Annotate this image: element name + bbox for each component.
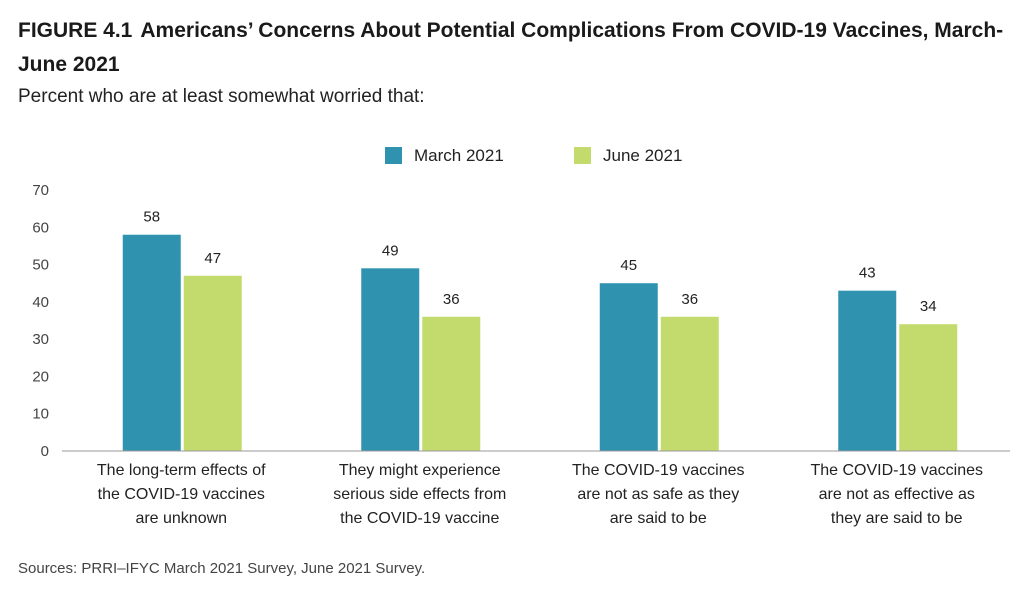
bar-march — [599, 283, 658, 451]
figure-number: FIGURE 4.1 — [18, 19, 133, 42]
data-label: 58 — [143, 209, 160, 226]
source-note: Sources: PRRI–IFYC March 2021 Survey, Ju… — [18, 560, 426, 577]
x-category-label: serious side effects from — [333, 486, 506, 503]
bar-june — [660, 316, 719, 451]
data-label: 45 — [620, 257, 637, 274]
y-tick-label: 50 — [32, 257, 49, 274]
x-category-label: the COVID-19 vaccine — [340, 510, 499, 527]
figure-title-text: Americans’ Concerns About Potential Comp… — [18, 19, 1004, 76]
x-category-label: are unknown — [135, 510, 227, 527]
y-tick-label: 20 — [32, 368, 49, 385]
chart-subtitle: Percent who are at least somewhat worrie… — [18, 86, 425, 107]
legend-label-1: March 2021 — [414, 146, 504, 165]
data-label: 36 — [443, 291, 460, 308]
x-category-label: are said to be — [610, 510, 707, 527]
data-label: 47 — [204, 250, 221, 267]
y-tick-label: 60 — [32, 219, 49, 236]
legend-swatch-1 — [385, 147, 402, 164]
bar-chart: March 2021 June 2021 0 10 20 30 40 50 60 70 58 47 Th… — [32, 146, 1010, 527]
figure-title: FIGURE 4.1 Americans’ Concerns About Pote… — [18, 14, 1008, 82]
x-category-label: The COVID-19 vaccines — [810, 462, 983, 479]
data-label: 34 — [920, 298, 937, 315]
y-tick-label: 40 — [32, 294, 49, 311]
x-category-label: The COVID-19 vaccines — [572, 462, 745, 479]
legend-swatch-2 — [574, 147, 591, 164]
y-tick-label: 30 — [32, 331, 49, 348]
x-category-label: they are said to be — [831, 510, 963, 527]
bar-march — [122, 234, 181, 451]
bar-june — [183, 275, 242, 451]
x-category-label: the COVID-19 vaccines — [98, 486, 265, 503]
legend-label-2: June 2021 — [603, 146, 682, 165]
x-category-label: The long-term effects of — [97, 462, 266, 479]
data-label: 49 — [382, 242, 399, 259]
x-category-label: They might experience — [339, 462, 501, 479]
y-tick-label: 70 — [32, 182, 49, 199]
bar-june — [422, 316, 481, 451]
x-category-label: are not as effective as — [819, 486, 975, 503]
data-label: 36 — [681, 291, 698, 308]
y-tick-label: 10 — [32, 406, 49, 423]
bar-march — [838, 290, 897, 451]
bar-june — [899, 324, 958, 451]
data-label: 43 — [859, 265, 876, 282]
y-tick-label: 0 — [41, 443, 49, 460]
x-category-label: are not as safe as they — [577, 486, 739, 503]
bar-march — [361, 268, 420, 451]
